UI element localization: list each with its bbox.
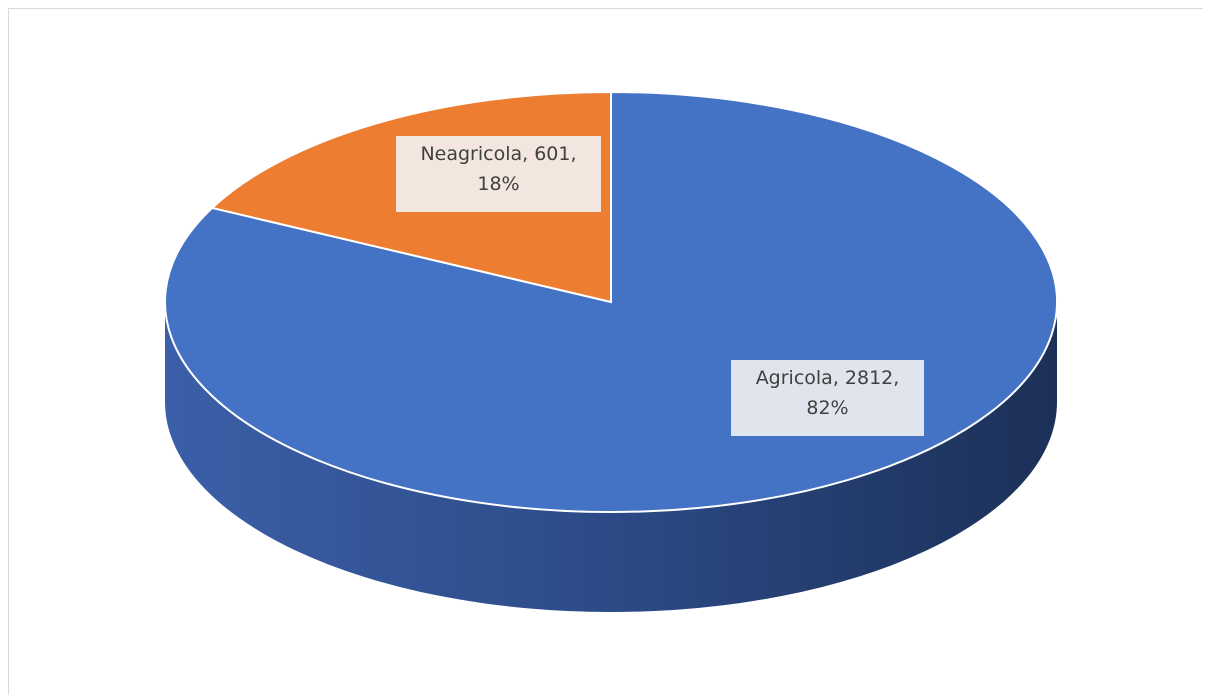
pie-side-agricola (165, 302, 1057, 612)
data-label-agricola-line2: 82% (806, 397, 849, 419)
data-label-neagricola-line2: 18% (477, 173, 520, 195)
data-label-neagricola: Neagricola, 601, 18% (396, 136, 601, 212)
chart-frame (8, 8, 1203, 695)
data-label-agricola-line1: Agricola, 2812, (755, 367, 900, 389)
data-label-agricola: Agricola, 2812, 82% (731, 360, 924, 436)
data-label-neagricola-line1: Neagricola, 601, (420, 143, 577, 165)
